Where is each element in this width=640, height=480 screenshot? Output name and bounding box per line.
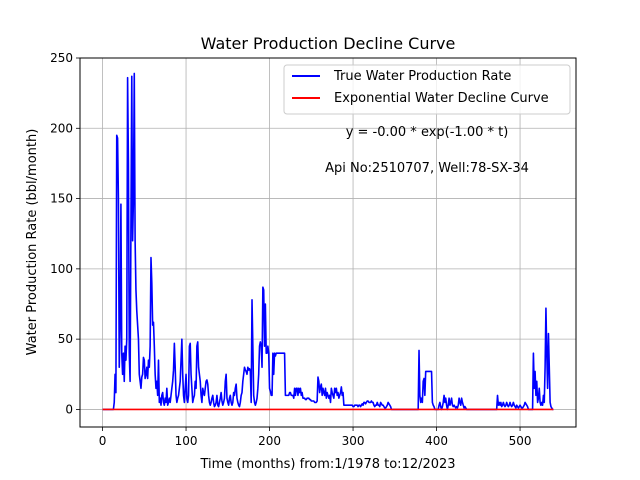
x-tick-label: 0 (99, 434, 107, 448)
legend-label-decline-curve: Exponential Water Decline Curve (334, 91, 549, 106)
y-tick-label: 250 (50, 51, 73, 65)
chart-title: Water Production Decline Curve (201, 34, 456, 53)
well-annotation: Api No:2510707, Well:78-SX-34 (325, 161, 529, 176)
x-tick-label: 300 (342, 434, 365, 448)
axes: 0 100 200 300 400 500 0 50 100 150 200 250 (50, 51, 531, 448)
y-tick-label: 50 (58, 332, 73, 346)
x-axis-label: Time (months) from:1/1978 to:12/2023 (199, 457, 455, 472)
x-tick-label: 200 (258, 434, 281, 448)
y-tick-label: 200 (50, 121, 73, 135)
legend-box (283, 64, 571, 115)
series-line-true-rate (102, 72, 554, 411)
legend: True Water Production Rate Exponential W… (283, 64, 571, 115)
y-tick-label: 0 (65, 402, 73, 416)
y-axis-label: Water Production Rate (bbl/month) (25, 129, 40, 356)
x-tick-label: 100 (175, 434, 198, 448)
x-tick-label: 500 (509, 434, 532, 448)
y-tick-label: 150 (50, 192, 73, 206)
y-tick-label: 100 (50, 262, 73, 276)
data-series (102, 72, 554, 411)
legend-label-true-rate: True Water Production Rate (333, 69, 511, 84)
x-tick-label: 400 (425, 434, 448, 448)
equation-annotation: y = -0.00 * exp(-1.00 * t) (346, 125, 509, 140)
grid-lines (80, 57, 576, 427)
plot-frame (79, 57, 577, 428)
